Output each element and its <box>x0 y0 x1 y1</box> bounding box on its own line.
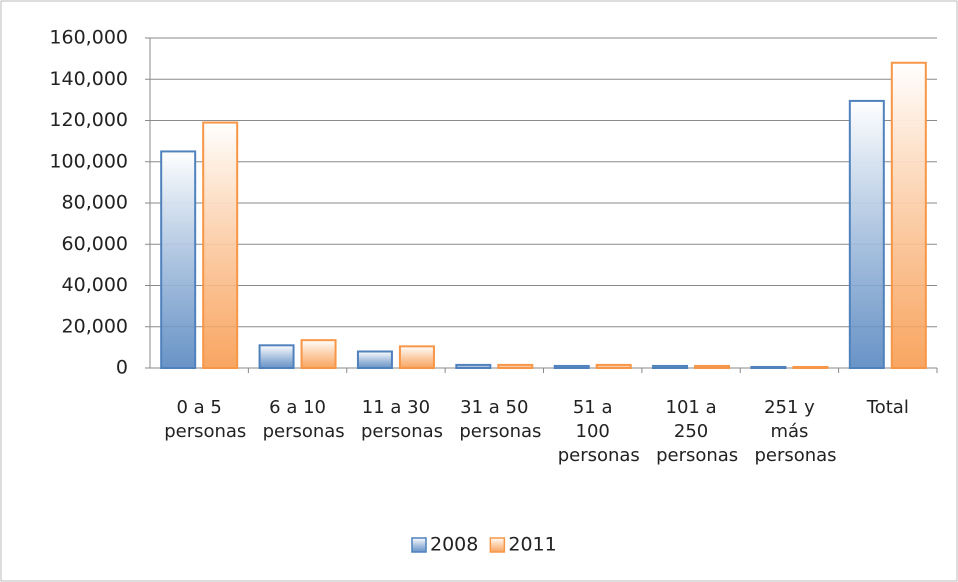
bar <box>455 363 492 369</box>
x-tick-label-box: 31 a 50 personas <box>459 397 542 442</box>
x-tick-label-box: 51 a 100 personas <box>557 397 640 466</box>
x-tick-label-box: 6 a 10 personas <box>262 397 345 442</box>
y-tick-label: 160,000 <box>49 27 128 49</box>
bar <box>160 150 197 369</box>
legend-label: 2008 <box>430 534 478 556</box>
x-tick-label: 6 a 10 personas <box>262 397 345 442</box>
x-tick-label-box: Total <box>866 397 909 418</box>
y-tick-label: 80,000 <box>62 192 128 214</box>
bar <box>258 344 295 369</box>
bar <box>848 99 885 369</box>
x-tick-label: 51 a 100 personas <box>557 397 640 466</box>
bar <box>202 121 239 369</box>
bar <box>356 350 393 369</box>
bar <box>595 363 632 369</box>
bar <box>694 364 731 369</box>
bar <box>553 364 590 369</box>
legend-swatch <box>411 537 427 553</box>
bar <box>890 61 927 369</box>
y-tick-label: 100,000 <box>49 150 128 172</box>
x-tick-label-box: 251 y más personas <box>754 397 837 466</box>
y-tick-label: 0 <box>116 357 128 379</box>
x-tick-label-box: 101 a 250 personas <box>656 397 739 466</box>
legend-swatch <box>489 537 506 553</box>
x-tick-label: 101 a 250 personas <box>656 397 739 466</box>
x-tick-label: 0 a 5 personas <box>164 397 247 442</box>
y-tick-label: 60,000 <box>62 233 128 255</box>
y-tick-label: 120,000 <box>49 109 128 131</box>
bar <box>750 365 787 369</box>
x-tick-label: 31 a 50 personas <box>459 397 542 442</box>
x-tick-label: 11 a 30 personas <box>360 397 444 442</box>
legend-label: 2011 <box>508 534 556 556</box>
x-tick-label: Total <box>866 397 909 418</box>
x-tick-label-box: 11 a 30 personas <box>360 397 444 442</box>
bar <box>792 365 829 369</box>
y-tick-label: 40,000 <box>62 274 128 296</box>
bar <box>652 364 689 369</box>
y-tick-label: 20,000 <box>62 315 128 337</box>
x-tick-label-box: 0 a 5 personas <box>164 397 247 442</box>
bar <box>300 339 337 369</box>
bar <box>398 345 435 369</box>
bar <box>497 363 534 369</box>
y-tick-label: 140,000 <box>49 68 128 90</box>
x-tick-label: 251 y más personas <box>754 397 837 466</box>
